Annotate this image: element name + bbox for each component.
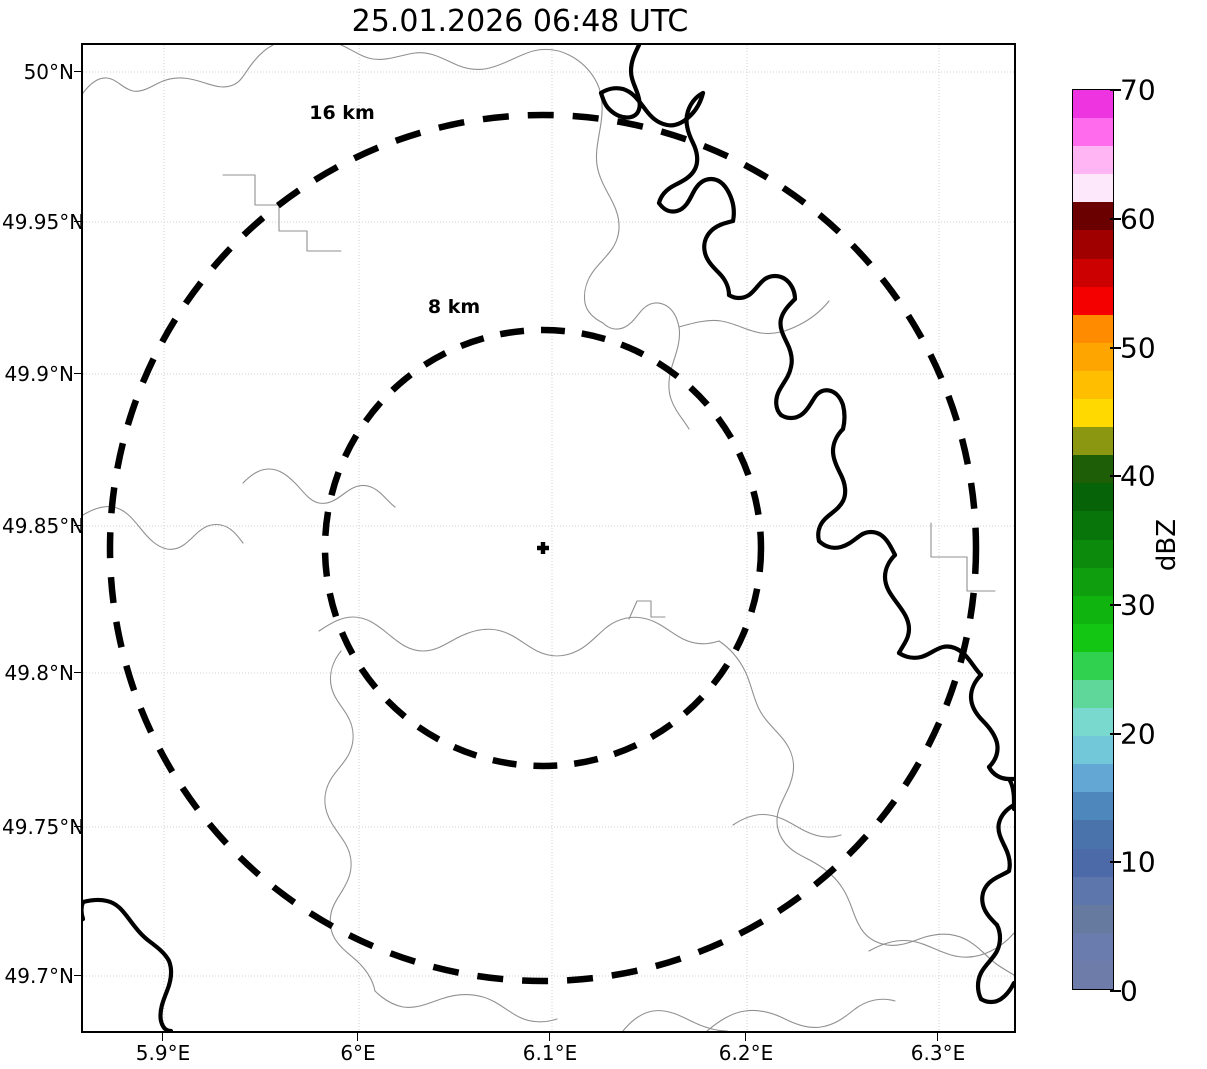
y-tick-label-1: 49.95°N — [2, 210, 85, 234]
colorbar[interactable] — [1072, 89, 1114, 990]
x-tick-mark — [745, 1033, 746, 1041]
y-tick-mark — [74, 525, 82, 526]
gridlines — [83, 45, 1014, 1031]
colorbar-band — [1073, 904, 1113, 933]
colorbar-band — [1073, 314, 1113, 343]
y-tick-mark — [74, 373, 82, 374]
colorbar-band — [1073, 146, 1113, 175]
colorbar-band — [1073, 174, 1113, 203]
colorbar-band — [1073, 230, 1113, 259]
colorbar-tick-label-60: 60 — [1120, 202, 1156, 236]
colorbar-band — [1073, 651, 1113, 680]
colorbar-tick-mark — [1110, 89, 1121, 91]
colorbar-band — [1073, 623, 1113, 652]
page-title: 25.01.2026 06:48 UTC — [351, 4, 689, 39]
colorbar-band — [1073, 258, 1113, 287]
colorbar-band — [1073, 286, 1113, 315]
range-ring-label-16km: 16 km — [309, 102, 375, 124]
colorbar-band — [1073, 679, 1113, 709]
range-rings — [106, 111, 980, 985]
x-tick-mark — [937, 1033, 938, 1041]
colorbar-tick-mark — [1110, 475, 1121, 477]
colorbar-band — [1073, 90, 1113, 119]
y-tick-label-2: 49.9°N — [4, 362, 75, 386]
x-tick-label-1: 6°E — [340, 1041, 376, 1065]
colorbar-band — [1073, 342, 1113, 371]
colorbar-band — [1073, 764, 1113, 793]
colorbar-tick-label-10: 10 — [1120, 845, 1156, 879]
x-tick-mark — [549, 1033, 550, 1041]
y-tick-mark — [74, 975, 82, 976]
x-tick-label-4: 6.3°E — [910, 1041, 966, 1065]
x-tick-label-2: 6.1°E — [522, 1041, 578, 1065]
colorbar-band — [1073, 567, 1113, 596]
colorbar-tick-mark — [1110, 218, 1121, 220]
colorbar-band — [1073, 455, 1113, 484]
range-ring-16km — [106, 111, 980, 985]
y-tick-label-0: 50°N — [23, 60, 74, 84]
radar-map-panel[interactable]: 16 km 8 km — [81, 43, 1016, 1033]
y-tick-label-3: 49.85°N — [2, 514, 85, 538]
admin-border — [83, 45, 1014, 1031]
colorbar-tick-label-20: 20 — [1120, 717, 1156, 751]
colorbar-band — [1073, 736, 1113, 765]
y-tick-label-5: 49.75°N — [2, 815, 85, 839]
colorbar-tick-mark — [1110, 604, 1121, 606]
colorbar-band — [1073, 399, 1113, 428]
map-canvas — [83, 45, 1014, 1031]
colorbar-axis-label: dBZ — [1152, 518, 1182, 572]
colorbar-band — [1073, 483, 1113, 512]
colorbar-tick-label-40: 40 — [1120, 459, 1156, 493]
y-tick-mark — [74, 672, 82, 673]
colorbar-band — [1073, 370, 1113, 400]
colorbar-tick-mark — [1110, 861, 1121, 863]
y-tick-mark — [74, 826, 82, 827]
colorbar-band — [1073, 820, 1113, 849]
y-tick-mark — [74, 221, 82, 222]
colorbar-band — [1073, 539, 1113, 568]
y-tick-label-4: 49.8°N — [4, 661, 75, 685]
x-tick-label-0: 5.9°E — [135, 1041, 191, 1065]
colorbar-band — [1073, 708, 1113, 737]
x-tick-mark — [357, 1033, 358, 1041]
y-tick-label-6: 49.7°N — [4, 964, 75, 988]
radar-center-marker — [537, 542, 549, 554]
colorbar-band — [1073, 118, 1113, 147]
x-tick-mark — [162, 1033, 163, 1041]
colorbar-band — [1073, 511, 1113, 540]
colorbar-tick-mark — [1110, 347, 1121, 349]
colorbar-band — [1073, 876, 1113, 905]
colorbar-band — [1073, 848, 1113, 877]
range-ring-8km — [321, 326, 765, 770]
colorbar-tick-label-50: 50 — [1120, 331, 1156, 365]
colorbar-tick-label-70: 70 — [1120, 73, 1156, 107]
y-tick-mark — [74, 71, 82, 72]
colorbar-tick-mark — [1110, 990, 1121, 992]
colorbar-band — [1073, 595, 1113, 624]
x-tick-label-3: 6.2°E — [718, 1041, 774, 1065]
colorbar-tick-label-0: 0 — [1120, 974, 1138, 1008]
colorbar-band — [1073, 427, 1113, 456]
national-border — [83, 45, 1014, 1031]
colorbar-band — [1073, 792, 1113, 821]
colorbar-tick-label-30: 30 — [1120, 588, 1156, 622]
colorbar-tick-mark — [1110, 733, 1121, 735]
colorbar-band — [1073, 202, 1113, 231]
range-ring-label-8km: 8 km — [427, 296, 481, 318]
colorbar-band — [1073, 960, 1113, 989]
colorbar-band — [1073, 932, 1113, 961]
